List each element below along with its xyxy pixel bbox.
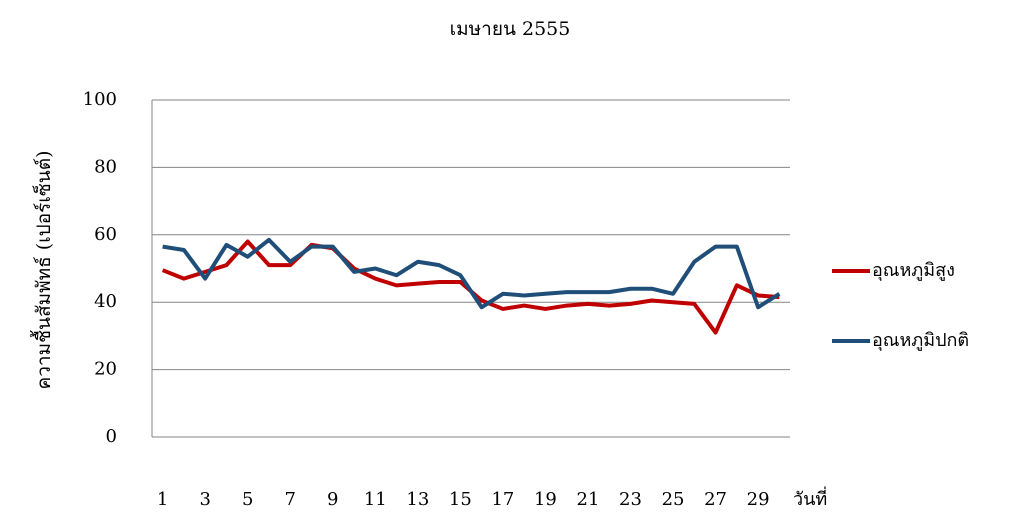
legend-label: อุณหภูมิสูง [872,260,955,281]
x-tick-label: 3 [199,489,210,510]
y-tick-label: 80 [94,156,117,177]
x-tick-label: 29 [747,489,770,510]
x-tick-label: 23 [619,489,642,510]
x-tick-label: 17 [491,489,514,510]
x-tick-label: 9 [327,489,338,510]
x-tick-label: 15 [449,489,472,510]
y-axis-label: ความชื้นสัมพัทธ์ (เปอร์เซ็นต์) [30,151,55,390]
legend-label: อุณหภูมิปกติ [872,330,969,351]
y-tick-label: 60 [94,224,117,245]
y-tick-label: 100 [83,89,117,110]
x-tick-label: 21 [577,489,600,510]
y-tick-label: 40 [94,291,117,312]
x-axis-label: วันที่ [793,486,827,510]
series-line [161,239,780,335]
x-tick-label: 1 [157,489,168,510]
y-tick-label: 20 [94,359,117,380]
x-tick-label: 7 [285,489,296,510]
x-tick-label: 27 [704,489,727,510]
x-tick-label: 5 [242,489,253,510]
chart-title: เมษายน 2555 [450,18,571,40]
x-tick-label: 11 [364,489,387,510]
series-line [162,237,781,310]
x-tick-label: 19 [534,489,557,510]
y-tick-label: 0 [106,426,117,447]
x-tick-label: 25 [662,489,685,510]
x-tick-label: 13 [406,489,429,510]
